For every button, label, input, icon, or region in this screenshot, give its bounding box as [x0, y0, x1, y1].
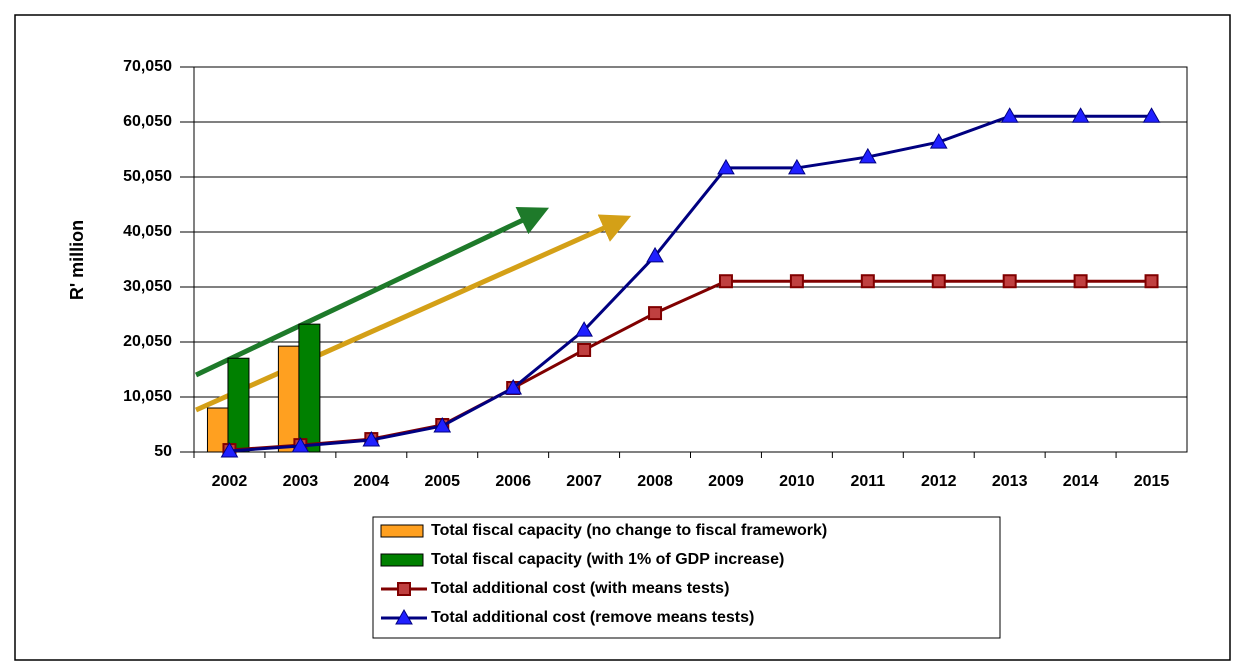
y-tick-label: 30,050	[123, 278, 172, 295]
point	[1002, 274, 1017, 289]
x-tick-label: 2012	[921, 473, 957, 490]
x-tick-label: 2006	[495, 473, 531, 490]
point	[577, 342, 592, 357]
y-tick-label: 50	[154, 443, 172, 460]
y-tick-label: 20,050	[123, 333, 172, 350]
legend-marker	[395, 608, 413, 625]
bar	[227, 357, 250, 453]
y-tick-label: 10,050	[123, 388, 172, 405]
point	[362, 431, 381, 447]
point	[646, 246, 664, 263]
x-tick-label: 2009	[708, 473, 744, 490]
legend-label: Total fiscal capacity (with 1% of GDP in…	[431, 551, 784, 568]
y-tick-label: 60,050	[123, 113, 172, 130]
legend-marker	[397, 582, 411, 596]
x-tick-label: 2007	[566, 473, 602, 490]
point	[1073, 274, 1088, 289]
legend	[372, 516, 1001, 639]
point	[433, 416, 452, 433]
x-tick-label: 2004	[354, 473, 390, 490]
point	[789, 274, 804, 289]
point	[220, 442, 239, 458]
point	[1142, 107, 1161, 123]
legend-label: Total additional cost (remove means test…	[431, 609, 754, 626]
x-tick-label: 2010	[779, 473, 815, 490]
point	[575, 321, 593, 337]
legend-swatch	[380, 553, 424, 567]
bar	[277, 345, 300, 453]
point	[1071, 107, 1090, 123]
x-tick-label: 2015	[1134, 473, 1170, 490]
x-tick-label: 2013	[992, 473, 1028, 490]
arrows	[194, 207, 632, 413]
x-tick-label: 2002	[212, 473, 248, 490]
point	[648, 306, 663, 321]
x-tick-label: 2005	[424, 473, 460, 490]
point	[504, 378, 523, 395]
point	[717, 158, 735, 175]
legend-label: Total fiscal capacity (no change to fisc…	[431, 522, 827, 539]
line	[229, 114, 1152, 453]
point	[931, 274, 946, 289]
point	[858, 147, 877, 164]
trend-arrow	[194, 214, 632, 413]
point	[718, 274, 733, 289]
y-axis-title: R' million	[67, 220, 87, 300]
point	[1144, 274, 1159, 289]
x-tick-label: 2008	[637, 473, 673, 490]
x-tick-label: 2011	[850, 473, 885, 490]
point	[860, 274, 875, 289]
point	[788, 158, 806, 175]
x-tick-label: 2003	[283, 473, 319, 490]
point	[929, 133, 948, 149]
trend-arrow	[194, 207, 550, 378]
point	[1000, 107, 1019, 123]
legend-label: Total additional cost (with means tests)	[431, 580, 729, 597]
legend-swatch	[380, 524, 424, 538]
bar	[298, 323, 321, 453]
y-tick-label: 70,050	[123, 58, 172, 75]
x-tick-label: 2014	[1063, 473, 1099, 490]
y-tick-label: 50,050	[123, 168, 172, 185]
y-tick-label: 40,050	[123, 223, 172, 240]
point	[291, 436, 310, 453]
